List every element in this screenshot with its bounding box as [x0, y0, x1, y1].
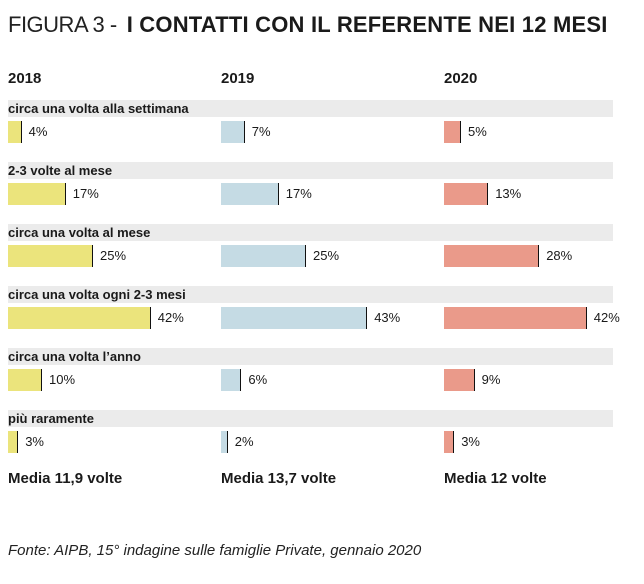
category-label: più raramente — [8, 411, 94, 426]
value-label-2018: 3% — [25, 434, 44, 449]
bar-2019 — [221, 307, 368, 329]
bar-2019 — [221, 431, 228, 453]
value-label-2019: 17% — [285, 186, 312, 201]
value-label-2019: 6% — [248, 372, 268, 387]
category-band: circa una volta ogni 2-3 mesi — [8, 286, 613, 303]
value-label-2018: 17% — [72, 186, 99, 201]
bar-2020 — [444, 121, 461, 143]
value-label-2020: 28% — [546, 248, 573, 263]
value-label-2019: 7% — [251, 124, 271, 139]
bar-2019 — [221, 369, 242, 391]
value-label-2019: 25% — [313, 248, 340, 263]
bar-2018 — [8, 307, 151, 329]
category-band: circa una volta l’anno — [8, 348, 613, 365]
bar-2020 — [444, 183, 489, 205]
value-label-2018: 25% — [100, 248, 127, 263]
media-2020: Media 12 volte — [444, 470, 547, 487]
figure-title: I CONTATTI CON IL REFERENTE NEI 12 MESI — [126, 12, 608, 37]
value-label-2018: 42% — [157, 310, 184, 325]
value-label-2019: 43% — [374, 310, 401, 325]
category-band: circa una volta al mese — [8, 224, 613, 241]
bar-2018 — [8, 431, 19, 453]
year-header-2020: 2020 — [444, 70, 478, 87]
bar-2020 — [444, 369, 475, 391]
bar-2020 — [444, 431, 455, 453]
media-2018: Media 11,9 volte — [8, 470, 123, 487]
bar-2018 — [8, 245, 93, 267]
category-label: 2-3 volte al mese — [8, 163, 113, 178]
category-band: circa una volta alla settimana — [8, 100, 613, 117]
year-header-2018: 2018 — [8, 70, 42, 87]
value-label-2020: 3% — [461, 434, 480, 449]
category-label: circa una volta alla settimana — [8, 101, 189, 116]
figure-number: FIGURA 3 - — [8, 12, 117, 37]
bar-2019 — [221, 121, 245, 143]
bar-2019 — [221, 245, 306, 267]
bar-2019 — [221, 183, 279, 205]
source-note: Fonte: AIPB, 15° indagine sulle famiglie… — [8, 542, 422, 559]
value-label-2020: 9% — [481, 372, 501, 387]
value-label-2018: 4% — [28, 124, 48, 139]
value-label-2020: 5% — [468, 124, 487, 139]
year-header-2019: 2019 — [221, 70, 255, 87]
value-label-2018: 10% — [49, 372, 76, 387]
bar-2018 — [8, 369, 42, 391]
category-band: 2-3 volte al mese — [8, 162, 613, 179]
bar-2018 — [8, 121, 22, 143]
bar-2020 — [444, 245, 540, 267]
bar-2018 — [8, 183, 66, 205]
category-label: circa una volta al mese — [8, 225, 151, 240]
chart-title: FIGURA 3 - I CONTATTI CON IL REFERENTE NE… — [8, 12, 608, 38]
value-label-2019: 2% — [234, 434, 254, 449]
category-label: circa una volta ogni 2-3 mesi — [8, 287, 186, 302]
media-2019: Media 13,7 volte — [221, 470, 337, 487]
category-label: circa una volta l’anno — [8, 349, 141, 364]
value-label-2020: 13% — [495, 186, 522, 201]
value-label-2020: 42% — [593, 310, 620, 325]
category-band: più raramente — [8, 410, 613, 427]
bar-2020 — [444, 307, 587, 329]
